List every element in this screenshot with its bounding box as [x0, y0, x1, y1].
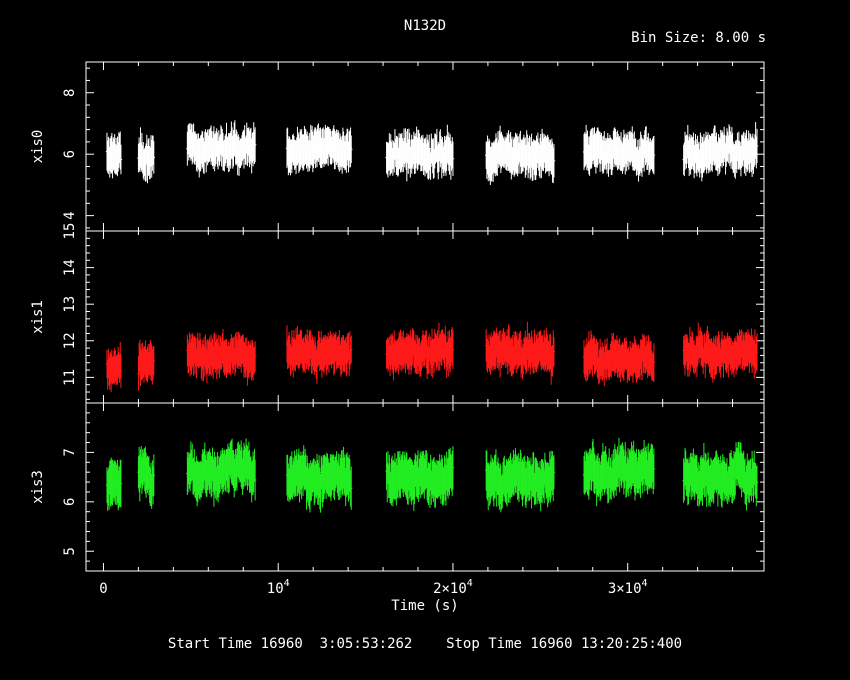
start-time-value: 16960 3:05:53:262: [260, 636, 413, 652]
x-tick-label: 0: [99, 581, 107, 597]
y-axis-label: xis0: [30, 130, 46, 164]
y-axis-label: xis3: [30, 470, 46, 504]
y-tick-label: 14: [62, 259, 78, 276]
x-tick-label: 3×104: [608, 578, 648, 597]
y-axis-label: xis1: [30, 300, 46, 334]
panel-xis3: 5 6 7 xis3: [30, 402, 765, 572]
start-time-label: Start Time: [167, 636, 253, 652]
y-tick-label: 6: [62, 498, 78, 506]
y-tick-label: 5: [62, 547, 78, 555]
bin-size-label: Bin Size: 8.00 s: [631, 30, 766, 46]
panel-frame: [85, 402, 765, 572]
y-tick-label: 13: [62, 296, 78, 313]
panel-xis1: 11 12 13 14 15 xis1: [30, 223, 765, 404]
y-tick-label: 8: [62, 89, 78, 97]
x-tick-label: 2×104: [433, 578, 473, 597]
time-range-info: Start Time 16960 3:05:53:262 Stop Time 1…: [0, 636, 850, 652]
y-tick-label: 7: [62, 448, 78, 456]
y-tick-label: 15: [62, 223, 78, 240]
series-xis0: [105, 120, 759, 185]
stop-time-value: 16960 13:20:25:400: [530, 636, 683, 652]
stop-time-label: Stop Time: [446, 636, 522, 652]
series-xis3: [105, 437, 759, 513]
y-tick-label: 6: [62, 150, 78, 158]
plot-title: N132D: [403, 18, 447, 34]
x-tick-label: 104: [267, 578, 290, 597]
y-tick-label: 11: [62, 369, 78, 386]
x-axis-label: Time (s): [391, 598, 459, 614]
y-tick-label: 12: [62, 332, 78, 349]
series-xis1: [105, 321, 759, 392]
panel-frame: [85, 230, 765, 404]
y-tick-label: 4: [62, 211, 78, 219]
panel-xis0: 4 6 8 xis0: [30, 61, 765, 232]
